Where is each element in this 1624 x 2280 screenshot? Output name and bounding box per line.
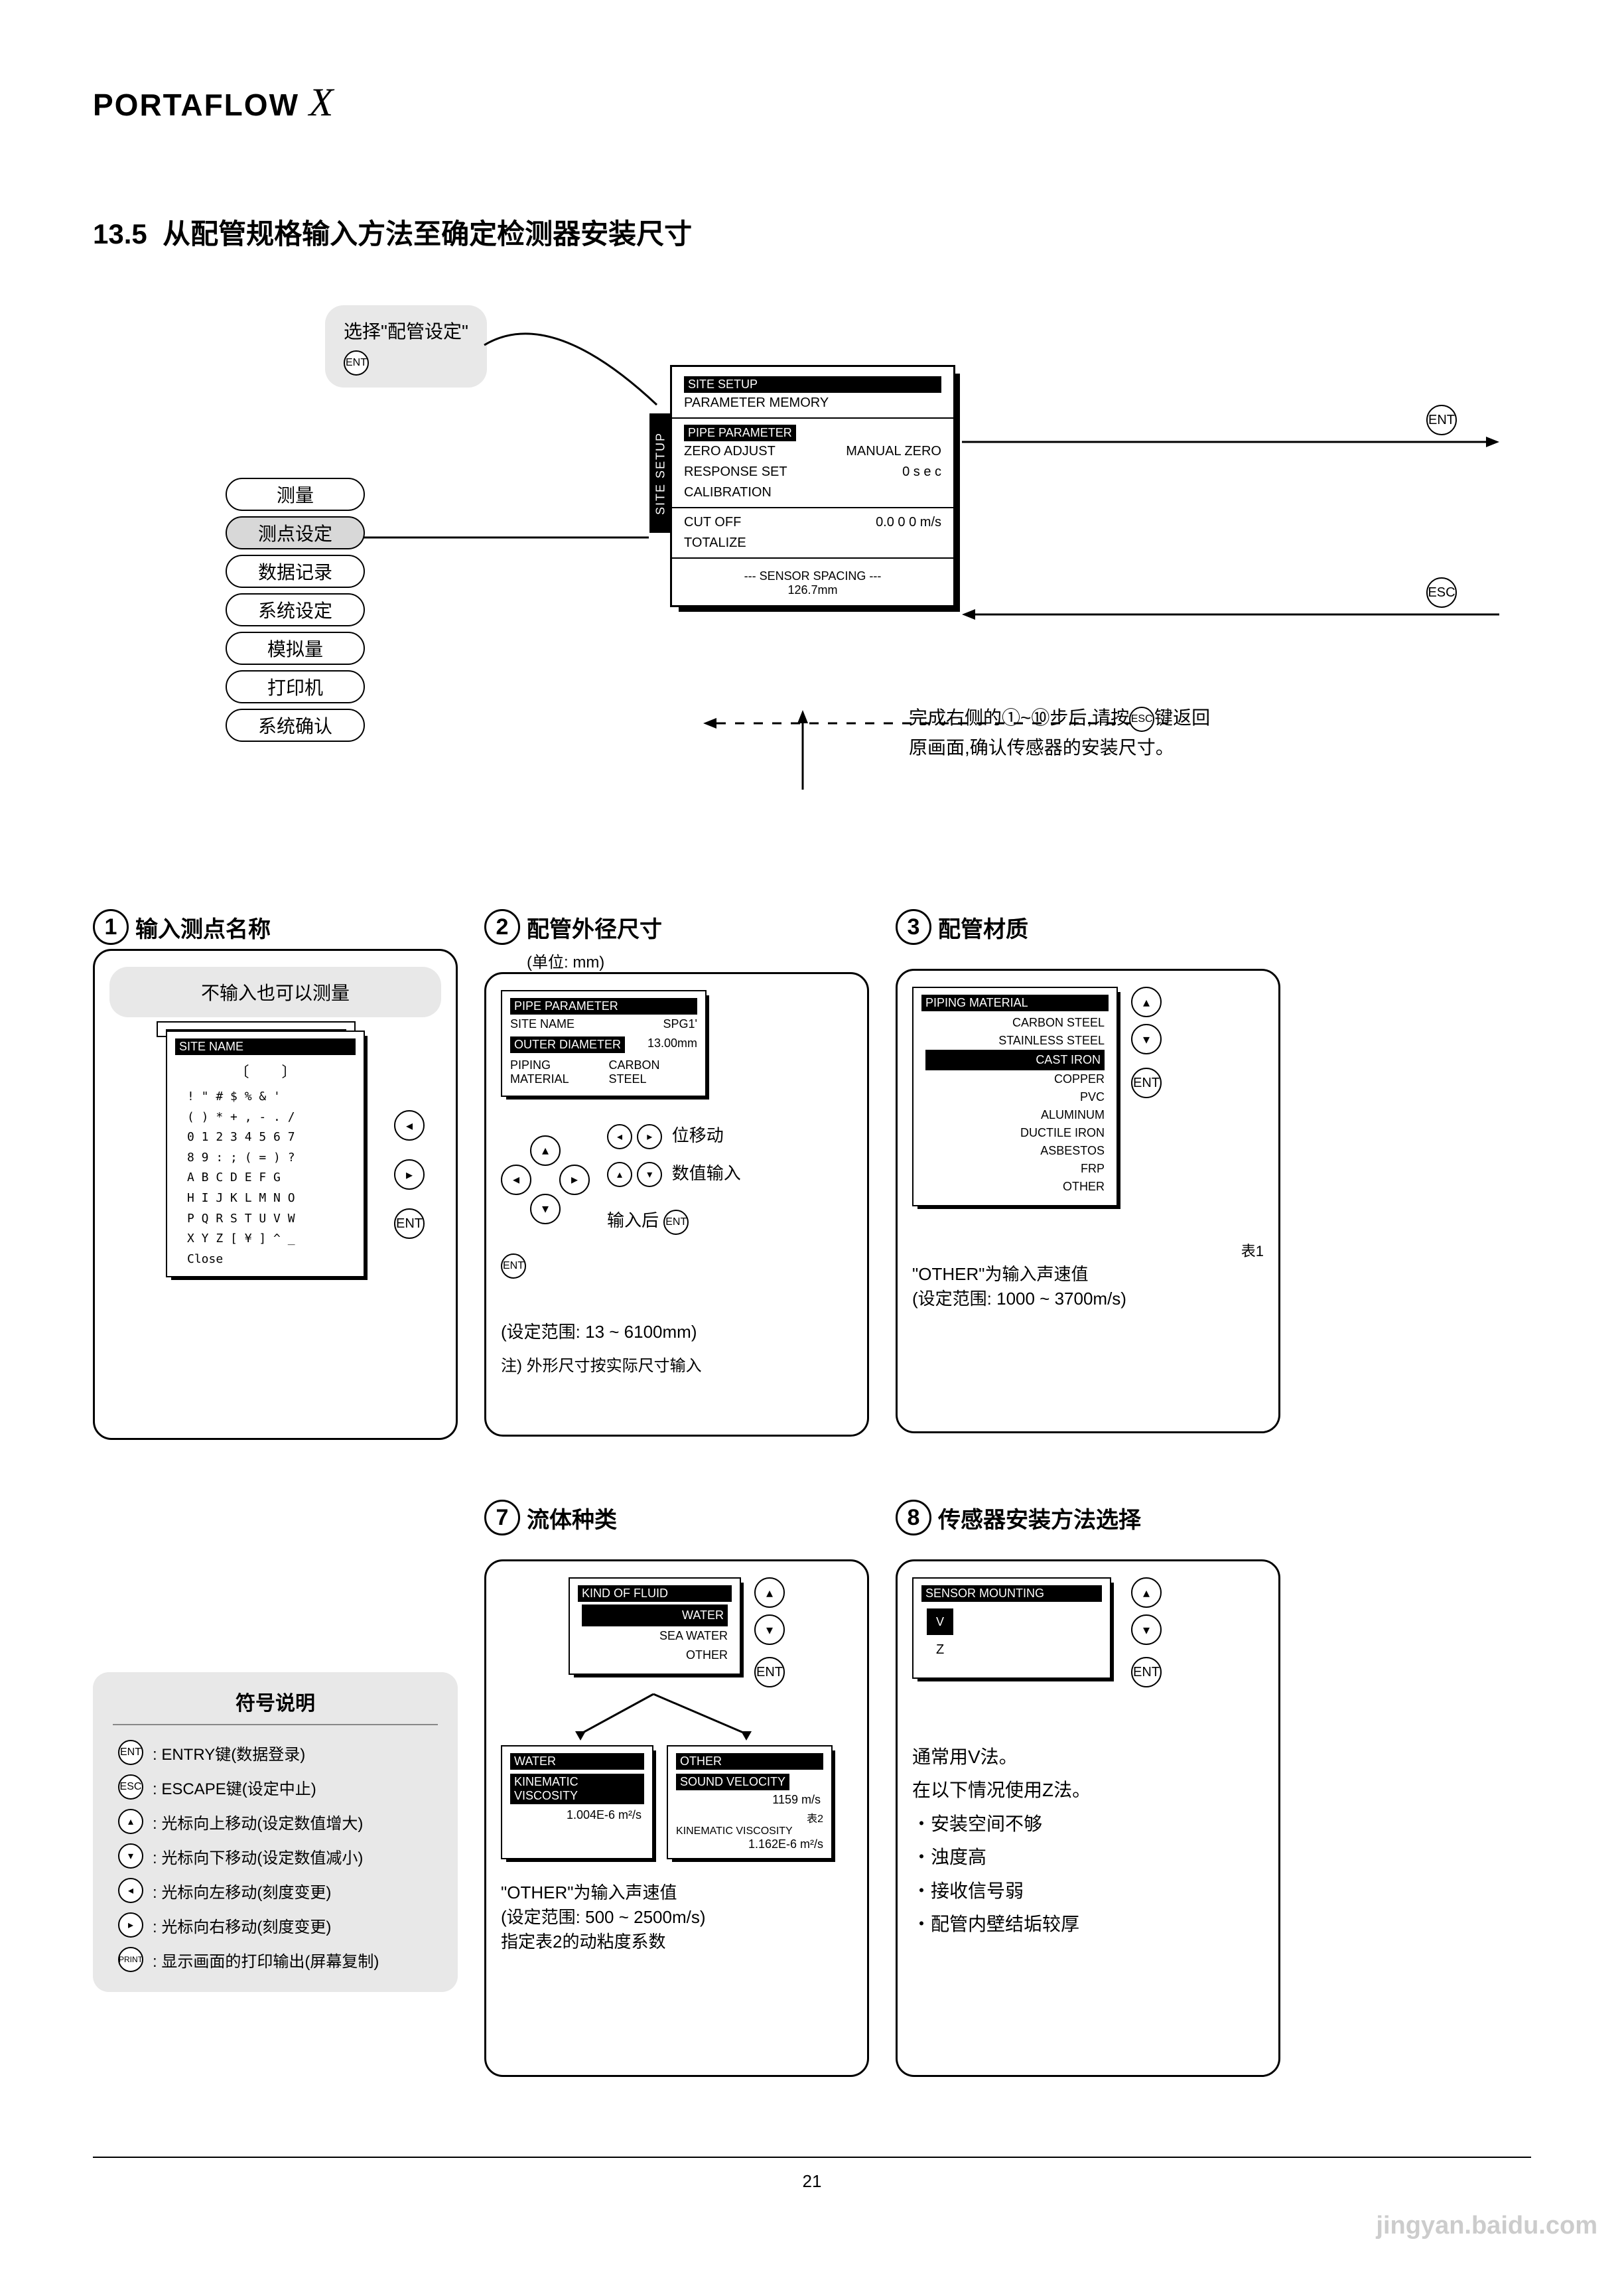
menu-measure[interactable]: 测量 <box>226 478 365 511</box>
up-key[interactable]: ▴ <box>530 1135 561 1166</box>
menu-site-setup[interactable]: 测点设定 <box>226 516 365 549</box>
step3-box: PIPING MATERIAL CARBON STEEL STAINLESS S… <box>896 969 1280 1433</box>
section-title: 13.5 从配管规格输入方法至确定检测器安装尺寸 <box>93 212 1531 252</box>
step3-title: 3配管材质 <box>896 909 1280 945</box>
step2-box: PIPE PARAMETER SITE NAMESPG1' OUTER DIAM… <box>484 972 869 1437</box>
menu-data-log[interactable]: 数据记录 <box>226 555 365 588</box>
ent-key-icon: ENT <box>344 350 369 376</box>
ent-key[interactable]: ENT <box>1131 1068 1162 1098</box>
site-setup-screen: SITE SETUP SITE SETUP PARAMETER MEMORY P… <box>670 365 955 607</box>
logo: PORTAFLOW X <box>93 80 1531 125</box>
ent-key[interactable]: ENT <box>394 1208 425 1239</box>
esc-key[interactable]: ESC <box>1426 577 1457 608</box>
step7-title: 7流体种类 <box>484 1500 869 1535</box>
menu-system[interactable]: 系统设定 <box>226 593 365 626</box>
step1-box: 不输入也可以测量 SHEET NUMBER SITE NAME 〔 〕 ! " … <box>93 949 458 1440</box>
main-menu: 测量 测点设定 数据记录 系统设定 模拟量 打印机 系统确认 <box>226 478 365 747</box>
screen-side-tab: SITE SETUP <box>649 413 672 533</box>
menu-analog[interactable]: 模拟量 <box>226 632 365 665</box>
ent-arrow <box>962 431 1506 458</box>
step2-title: 2配管外径尺寸 <box>484 909 869 945</box>
esc-arrow <box>962 604 1506 630</box>
step1-title: 1输入测点名称 <box>93 909 458 945</box>
right-key[interactable]: ▸ <box>559 1165 590 1195</box>
step7-box: KIND OF FLUID WATER SEA WATER OTHER ▴ ▾ … <box>484 1559 869 2077</box>
legend-box: 符号说明 ENT: ENTRY键(数据登录) ESC: ESCAPE键(设定中止… <box>93 1672 458 1992</box>
page-number: 21 <box>93 2157 1531 2192</box>
right-key[interactable]: ▸ <box>394 1159 425 1190</box>
return-note: 完成右侧的①~⑩步后,请按ESC键返回 原画面,确认传感器的安装尺寸。 <box>909 703 1210 763</box>
step8-title: 8传感器安装方法选择 <box>896 1500 1280 1535</box>
step8-box: SENSOR MOUNTING V Z ▴ ▾ ENT 通常用V法。 在以下情况… <box>896 1559 1280 2077</box>
left-key[interactable]: ◂ <box>501 1165 531 1195</box>
up-key[interactable]: ▴ <box>1131 987 1162 1017</box>
dashed-up <box>789 710 816 790</box>
watermark: jingyan.baidu.com <box>1376 2212 1597 2240</box>
menu-to-screen-line <box>364 531 662 557</box>
down-key[interactable]: ▾ <box>1131 1024 1162 1054</box>
pipe-parameter-row[interactable]: PIPE PARAMETER <box>684 425 796 441</box>
left-key[interactable]: ◂ <box>394 1110 425 1141</box>
ent-key[interactable]: ENT <box>1426 405 1457 435</box>
down-key[interactable]: ▾ <box>530 1194 561 1224</box>
screen-title: SITE SETUP <box>684 376 941 393</box>
menu-printer[interactable]: 打印机 <box>226 670 365 703</box>
menu-confirm[interactable]: 系统确认 <box>226 709 365 742</box>
